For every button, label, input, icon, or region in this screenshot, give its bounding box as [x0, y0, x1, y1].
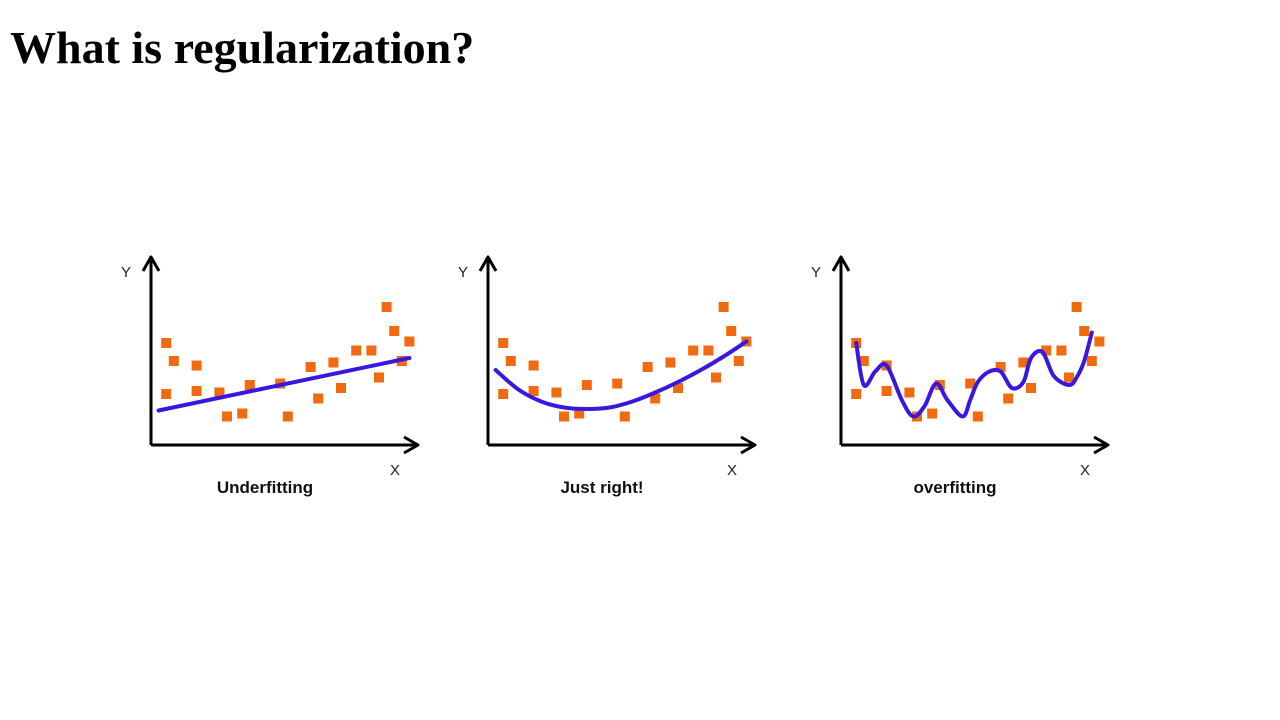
- underfitting-caption: Underfitting: [216, 478, 314, 497]
- data-point: [498, 389, 509, 399]
- data-point: [559, 411, 569, 422]
- data-point: [858, 356, 869, 366]
- data-point: [1003, 393, 1014, 404]
- just-right-plot: YX: [458, 255, 757, 479]
- data-point: [374, 372, 384, 383]
- data-point: [581, 380, 592, 390]
- x-axis-label: X: [727, 462, 737, 479]
- data-point: [904, 387, 915, 398]
- data-point: [381, 302, 392, 312]
- data-point: [574, 408, 585, 419]
- data-point: [328, 357, 339, 368]
- slide-title: What is regularization?: [10, 22, 475, 73]
- data-point: [733, 356, 744, 366]
- data-point: [1071, 302, 1082, 312]
- y-axis-label: Y: [121, 264, 131, 281]
- y-axis-arrow: [831, 255, 851, 272]
- data-point: [222, 411, 232, 422]
- overfitting-plot: YX: [811, 255, 1110, 479]
- data-point: [244, 380, 255, 390]
- data-point: [927, 408, 938, 419]
- data-point: [718, 302, 729, 312]
- data-point: [528, 360, 539, 371]
- data-point: [703, 345, 714, 356]
- data-point: [1086, 356, 1097, 366]
- x-axis-arrow: [403, 435, 420, 455]
- data-point: [191, 386, 202, 396]
- data-point: [1079, 326, 1090, 336]
- data-point: [642, 362, 653, 372]
- data-point: [305, 362, 316, 372]
- data-point: [351, 345, 362, 356]
- y-axis-label: Y: [458, 264, 468, 281]
- data-point: [168, 356, 179, 366]
- data-point: [1094, 336, 1105, 347]
- data-point: [366, 345, 377, 356]
- data-point: [673, 383, 683, 393]
- data-point: [161, 389, 172, 399]
- data-point: [972, 411, 983, 422]
- data-point: [650, 393, 661, 404]
- data-point: [282, 411, 293, 422]
- data-point: [619, 411, 630, 422]
- y-axis-label: Y: [811, 264, 821, 281]
- overfitting-caption: overfitting: [913, 478, 997, 497]
- underfitting-plot: YX: [121, 255, 420, 479]
- data-point: [498, 338, 509, 348]
- fit-curve: [854, 330, 1094, 419]
- data-point: [665, 357, 676, 368]
- fit-curve: [493, 339, 749, 411]
- fit-curve: [156, 356, 412, 413]
- x-axis-arrow: [740, 435, 757, 455]
- data-point: [214, 387, 225, 398]
- data-point: [851, 389, 862, 399]
- data-point: [336, 383, 346, 393]
- data-point: [965, 378, 976, 389]
- y-axis-arrow: [478, 255, 498, 272]
- data-point: [1041, 345, 1052, 356]
- data-point: [404, 336, 415, 347]
- data-point: [389, 326, 400, 336]
- data-point: [1056, 345, 1067, 356]
- data-point: [1026, 383, 1036, 393]
- data-point: [191, 360, 202, 371]
- data-point: [612, 378, 623, 389]
- x-axis-arrow: [1093, 435, 1110, 455]
- y-axis-arrow: [141, 255, 161, 272]
- data-point: [881, 386, 892, 396]
- data-point: [161, 338, 172, 348]
- x-axis-label: X: [1080, 462, 1090, 479]
- data-point: [313, 393, 324, 404]
- data-point: [995, 362, 1006, 372]
- data-point: [1018, 357, 1029, 368]
- data-point: [528, 386, 539, 396]
- data-point: [237, 408, 248, 419]
- data-point: [505, 356, 516, 366]
- data-point: [551, 387, 562, 398]
- data-point: [726, 326, 737, 336]
- just-right-caption: Just right!: [560, 478, 644, 497]
- data-point: [1064, 372, 1074, 383]
- data-point: [688, 345, 699, 356]
- x-axis-label: X: [390, 462, 400, 479]
- data-point: [711, 372, 721, 383]
